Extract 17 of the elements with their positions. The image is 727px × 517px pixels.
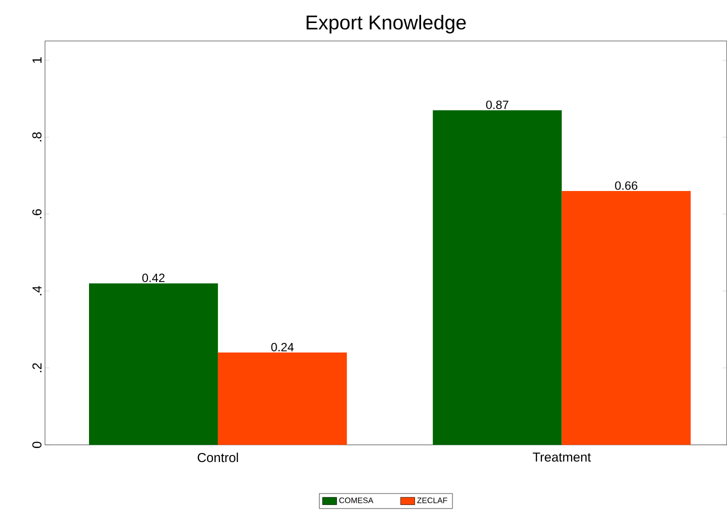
y-tick-label: .6 [32, 209, 42, 218]
bar [432, 110, 562, 445]
y-tick-label: 1 [32, 57, 42, 63]
y-tick-label: .2 [32, 363, 42, 372]
data-label: 0.24 [271, 342, 294, 352]
y-tick-label: .8 [32, 132, 42, 142]
x-tick-label: Control [198, 452, 238, 462]
data-label: 0.66 [615, 181, 638, 190]
y-tick-label: .4 [32, 286, 42, 296]
x-tick-label: Treatment [532, 452, 591, 462]
y-tick-label: 0 [32, 442, 42, 448]
chart-title: Export Knowledge [306, 15, 466, 34]
bar [562, 191, 691, 445]
bar [218, 352, 347, 445]
data-label: 0.87 [486, 100, 508, 110]
bar [89, 283, 218, 445]
data-label: 0.42 [142, 274, 164, 282]
